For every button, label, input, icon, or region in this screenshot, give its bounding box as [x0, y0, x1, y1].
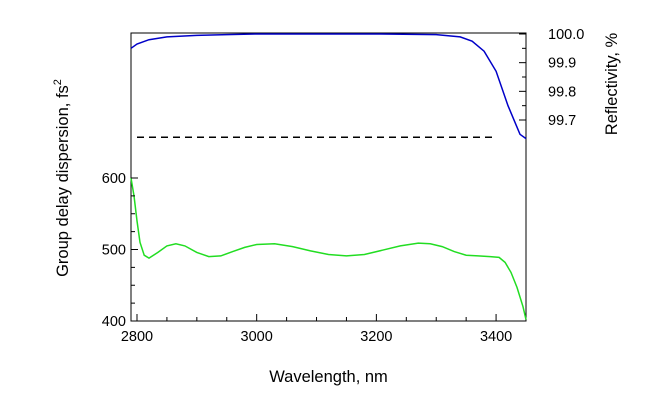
- x-axis-label: Wavelength, nm: [269, 368, 388, 386]
- y-right-tick-label: 99.9: [548, 56, 576, 72]
- right-y-axis-label: Reflectivity, %: [603, 32, 621, 135]
- y-right-tick-label: 100.0: [548, 27, 584, 43]
- right-y-axis-label-text: Reflectivity, %: [603, 32, 621, 135]
- y-left-tick-label: 400: [102, 314, 126, 330]
- x-tick-label: 3400: [480, 329, 512, 345]
- x-axis: 2800 3000 3200 3400: [121, 314, 512, 345]
- series-line-0: [130, 33, 527, 140]
- left-y-axis-label-superscript: 2: [52, 79, 64, 85]
- y-left-tick-label: 500: [102, 243, 126, 259]
- left-y-axis-label-text: Group delay dispersion, fs: [54, 85, 72, 277]
- y-right-tick-label: 99.8: [548, 84, 576, 100]
- series-line-1: [130, 177, 527, 320]
- y-right-tick-label: 99.7: [548, 113, 576, 129]
- right-y-axis: 99.7 99.8 99.9 100.0: [519, 27, 584, 129]
- plot-frame: [130, 32, 527, 322]
- x-tick-label: 3200: [360, 329, 392, 345]
- x-tick-label: 3000: [241, 329, 273, 345]
- y-left-tick-label: 600: [102, 171, 126, 187]
- left-y-axis: 400 500 600: [102, 171, 138, 330]
- left-y-axis-label: Group delay dispersion, fs2: [52, 79, 72, 277]
- svg-text:Group delay dispersion, fs2: Group delay dispersion, fs2: [52, 79, 72, 277]
- series-layer: [130, 33, 527, 320]
- x-tick-label: 2800: [121, 329, 153, 345]
